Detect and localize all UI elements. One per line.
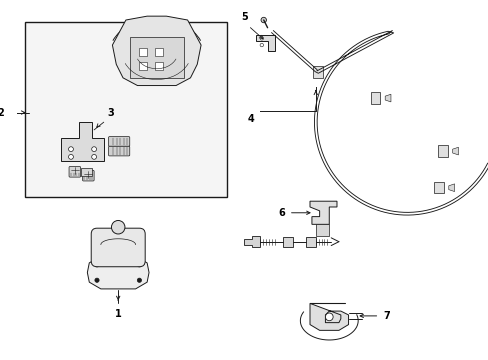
Bar [312,66,322,78]
Circle shape [68,147,73,152]
Circle shape [95,278,99,282]
Polygon shape [448,184,454,192]
Text: 4: 4 [247,114,254,125]
Polygon shape [385,94,390,102]
Bar [25,22,226,197]
Polygon shape [61,122,103,161]
FancyBboxPatch shape [108,146,129,156]
Bar [283,237,292,247]
Circle shape [92,147,96,152]
FancyBboxPatch shape [82,170,94,181]
Circle shape [95,263,99,267]
Bar [433,182,443,193]
Polygon shape [112,16,201,86]
Circle shape [137,263,141,267]
Polygon shape [256,35,275,51]
Polygon shape [87,256,149,289]
Circle shape [111,220,125,234]
Text: 5: 5 [241,12,247,22]
Bar [155,48,162,56]
Polygon shape [452,147,457,155]
Circle shape [137,278,141,282]
FancyBboxPatch shape [91,228,145,267]
Bar [155,62,162,70]
Circle shape [325,313,332,321]
Circle shape [260,37,263,40]
Bar [370,92,380,104]
Circle shape [68,154,73,159]
Text: 6: 6 [278,208,285,218]
Bar [129,37,183,78]
Bar [139,48,147,56]
Text: 7: 7 [383,311,389,321]
Circle shape [92,154,96,159]
Bar [315,224,328,236]
FancyBboxPatch shape [69,167,81,177]
Bar [305,237,315,247]
Bar [437,145,447,157]
Polygon shape [309,201,336,224]
Circle shape [261,17,266,23]
Bar [139,62,147,70]
Polygon shape [309,303,348,330]
Polygon shape [244,236,259,247]
Text: 1: 1 [115,309,122,319]
Bar [81,168,92,176]
Circle shape [260,43,263,47]
FancyBboxPatch shape [108,137,129,146]
Text: 3: 3 [107,108,114,118]
Text: 2: 2 [0,108,3,117]
